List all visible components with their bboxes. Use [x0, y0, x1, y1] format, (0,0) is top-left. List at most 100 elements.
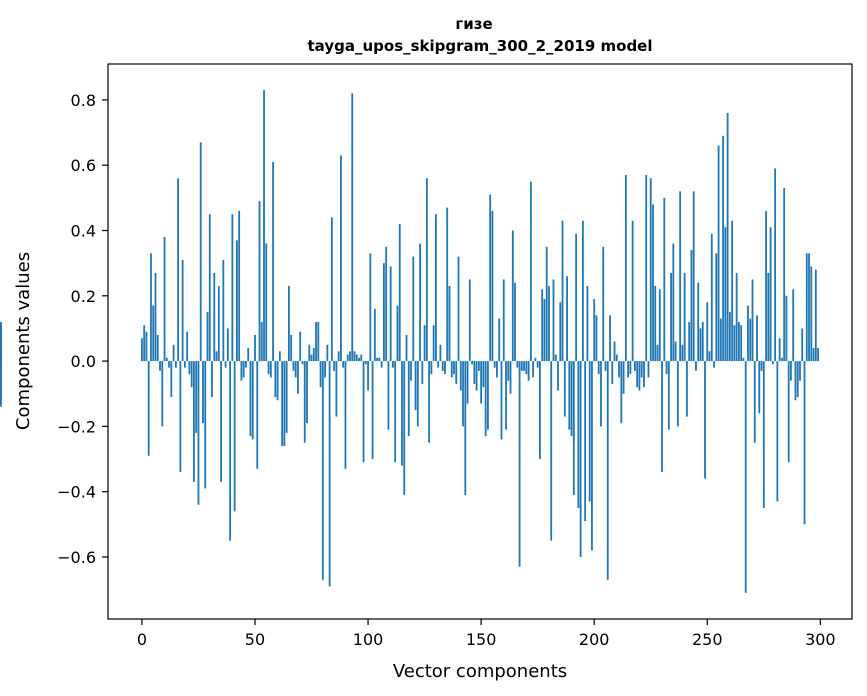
bar	[708, 351, 711, 362]
y-tick-label: −0.6	[57, 548, 96, 567]
bar	[453, 361, 455, 375]
bar	[425, 178, 428, 362]
x-tick-label: 100	[353, 630, 384, 649]
bar	[362, 361, 365, 463]
bar	[414, 361, 417, 411]
bar	[575, 233, 578, 362]
bar	[785, 295, 788, 362]
bar	[643, 361, 645, 388]
bar	[738, 321, 740, 362]
bar	[557, 361, 559, 391]
bar	[722, 135, 725, 362]
bar	[394, 361, 397, 463]
bar	[609, 315, 611, 362]
bar	[665, 361, 668, 375]
bar	[217, 286, 220, 362]
bar	[706, 302, 709, 362]
bar	[735, 272, 738, 362]
bar	[335, 361, 338, 417]
bar	[491, 210, 494, 362]
bar-series	[0, 90, 819, 593]
bar	[489, 194, 492, 362]
y-tick-label: 0.2	[71, 287, 96, 306]
bar	[387, 361, 390, 430]
bar	[369, 253, 372, 362]
bar	[310, 354, 313, 362]
bar	[290, 334, 293, 362]
bar	[810, 266, 813, 362]
bar	[260, 321, 263, 362]
bar	[477, 361, 480, 371]
bar	[771, 361, 774, 365]
bar	[380, 361, 383, 368]
bar	[215, 351, 218, 362]
bar	[679, 191, 682, 362]
bar	[805, 253, 808, 362]
bar	[459, 361, 462, 391]
bar	[586, 286, 589, 362]
bar	[624, 175, 627, 362]
bar	[321, 361, 324, 580]
bar	[622, 361, 625, 394]
bar	[249, 361, 252, 437]
bar	[349, 351, 351, 362]
x-tick-label: 300	[805, 630, 836, 649]
bar	[796, 361, 799, 397]
bar	[292, 361, 295, 371]
bar	[482, 361, 485, 388]
bar	[430, 361, 433, 375]
bar	[174, 361, 177, 368]
x-tick-label: 150	[466, 630, 497, 649]
bar	[751, 279, 754, 362]
bar	[760, 361, 763, 371]
bar	[197, 361, 200, 505]
bar	[220, 361, 222, 482]
bar	[661, 361, 663, 473]
bar	[186, 331, 189, 362]
x-tick-label: 50	[245, 630, 265, 649]
bar	[615, 354, 618, 362]
bar	[769, 227, 772, 362]
bar	[656, 344, 659, 362]
bar	[464, 361, 467, 495]
bar	[272, 161, 274, 362]
bar	[328, 361, 331, 587]
bar	[403, 361, 406, 495]
bar	[676, 361, 679, 427]
bar	[382, 263, 385, 362]
bar	[579, 361, 582, 557]
bar	[600, 361, 602, 427]
bar	[572, 361, 575, 495]
bar	[753, 361, 756, 443]
bar	[597, 361, 600, 375]
bar	[240, 361, 243, 381]
bar	[527, 361, 530, 381]
bar	[0, 361, 2, 407]
bar	[263, 90, 265, 362]
bar	[475, 361, 478, 391]
bar	[593, 299, 596, 362]
bar	[432, 325, 435, 362]
bar	[532, 361, 535, 378]
bar	[324, 361, 326, 378]
bar	[346, 354, 349, 362]
bar	[373, 308, 376, 362]
bar	[337, 351, 340, 362]
bar	[559, 302, 562, 362]
bar	[222, 259, 225, 362]
bar	[776, 361, 779, 502]
bar	[405, 334, 408, 362]
bar	[774, 168, 777, 362]
bar	[645, 175, 648, 362]
bar	[688, 321, 691, 362]
bar	[577, 361, 580, 508]
bar	[165, 357, 168, 362]
bar	[170, 361, 173, 397]
bar	[726, 112, 729, 362]
bar	[783, 188, 786, 362]
bar	[498, 318, 501, 362]
bar	[799, 361, 801, 381]
bar	[333, 361, 336, 371]
bar	[457, 256, 460, 362]
bar	[247, 348, 250, 362]
